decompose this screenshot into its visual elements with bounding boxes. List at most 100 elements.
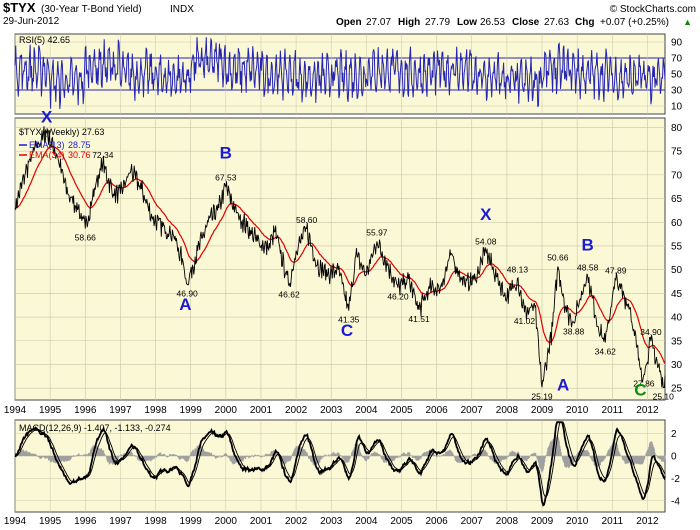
macd-histogram-bar xyxy=(487,455,490,457)
macd-histogram-bar xyxy=(312,455,314,465)
macd-histogram-bar xyxy=(18,452,20,457)
macd-histogram-bar xyxy=(73,455,75,457)
macd-histogram-bar xyxy=(391,455,393,462)
rsi-y-tick-label: 90 xyxy=(671,38,683,49)
macd-histogram-bar xyxy=(259,455,261,457)
macd-histogram-bar xyxy=(222,455,224,457)
macd-histogram-bar xyxy=(150,455,152,462)
macd-histogram-bar xyxy=(506,455,508,459)
macd-histogram-bar xyxy=(508,453,511,457)
macd-histogram-bar xyxy=(441,455,443,457)
macd-histogram-bar xyxy=(26,450,28,457)
macd-histogram-bar xyxy=(462,455,464,461)
macd-histogram-bar xyxy=(333,453,335,457)
macd-histogram-bar xyxy=(241,455,243,461)
macd-histogram-bar xyxy=(47,455,50,461)
macd-histogram-bar xyxy=(110,455,112,463)
macd-histogram-bar xyxy=(592,455,594,462)
macd-histogram-bar xyxy=(227,455,230,458)
x-tick-label: 2009 xyxy=(531,516,554,527)
macd-histogram-bar xyxy=(283,455,285,464)
macd-histogram-bar xyxy=(174,454,176,457)
wave-labels: X A B C X A B C xyxy=(41,108,647,400)
macd-histogram-bar xyxy=(47,455,49,459)
macd-histogram-bar xyxy=(573,455,575,462)
macd-histogram-bar xyxy=(418,455,420,461)
macd-histogram-bar xyxy=(371,453,373,457)
macd-histogram-bar xyxy=(419,455,421,458)
macd-histogram-bar xyxy=(499,455,501,461)
macd-histogram-bar xyxy=(120,454,122,457)
macd-histogram-bar xyxy=(635,455,638,464)
macd-histogram-bar xyxy=(136,455,138,457)
macd-histogram-bar xyxy=(359,452,362,457)
macd-histogram-bar xyxy=(454,455,456,461)
macd-histogram-bar xyxy=(537,455,540,463)
macd-histogram-bar xyxy=(597,455,599,467)
macd-histogram-bar xyxy=(191,450,194,457)
macd-histogram-bar xyxy=(416,455,418,461)
macd-histogram-bar xyxy=(251,455,253,457)
macd-histogram-bar xyxy=(375,453,377,457)
macd-histogram-bar xyxy=(187,455,190,461)
macd-histogram-bar xyxy=(415,455,417,460)
rsi-y-tick-label: 10 xyxy=(671,102,683,113)
macd-histogram-bar xyxy=(158,453,160,457)
macd-histogram-bar xyxy=(89,449,92,457)
macd-histogram-bar xyxy=(645,453,647,457)
macd-histogram-bar xyxy=(205,451,207,457)
macd-histogram-bar xyxy=(321,455,324,458)
macd-histogram-bar xyxy=(308,455,310,459)
macd-histogram-bar xyxy=(589,455,591,459)
macd-histogram-bar xyxy=(588,452,590,457)
macd-histogram-bar xyxy=(108,455,111,465)
macd-histogram-bar xyxy=(458,455,460,462)
price-y-tick-label: 70 xyxy=(671,170,683,181)
macd-histogram-bar xyxy=(173,454,176,457)
price-data-label: 48.58 xyxy=(577,262,599,272)
macd-histogram-bar xyxy=(549,443,551,457)
macd-histogram-bar xyxy=(443,454,445,457)
x-tick-label: 2007 xyxy=(461,516,484,527)
macd-histogram-bar xyxy=(177,455,179,458)
macd-histogram-bar xyxy=(189,453,192,457)
macd-histogram-bar xyxy=(53,455,55,463)
macd-histogram-bar xyxy=(652,445,654,457)
macd-histogram-bar xyxy=(619,453,621,457)
macd-histogram-bar xyxy=(557,438,560,457)
macd-histogram-bar xyxy=(194,448,196,457)
macd-histogram-bar xyxy=(513,451,515,457)
macd-histogram-bar xyxy=(394,455,396,459)
macd-histogram-bar xyxy=(130,452,132,457)
macd-histogram-bar xyxy=(161,454,163,457)
macd-histogram-bar xyxy=(56,455,58,463)
macd-histogram-bar xyxy=(248,455,250,459)
macd-histogram-bar xyxy=(601,455,604,462)
macd-histogram-bar xyxy=(553,437,556,457)
macd-histogram-bar xyxy=(242,455,245,460)
macd-histogram-bar xyxy=(284,455,286,465)
price-y-tick-label: 40 xyxy=(671,313,683,324)
macd-histogram-bar xyxy=(377,454,379,457)
price-data-label: 25.19 xyxy=(531,391,553,401)
macd-histogram-bar xyxy=(535,455,538,457)
macd-histogram-bar xyxy=(646,450,649,457)
macd-histogram-bar xyxy=(348,455,351,460)
macd-histogram-bar xyxy=(417,455,419,461)
macd-histogram-bar xyxy=(134,455,136,457)
macd-histogram-bar xyxy=(560,452,562,457)
macd-histogram-bar xyxy=(343,455,345,461)
macd-histogram-bar xyxy=(138,455,140,461)
macd-histogram-bar xyxy=(338,452,340,457)
macd-histogram-bar xyxy=(647,449,649,457)
macd-histogram-bar xyxy=(317,455,320,463)
macd-histogram-bar xyxy=(225,453,228,457)
macd-histogram-bar xyxy=(290,455,292,459)
rsi-legend: RSI(5) 42.65 xyxy=(19,35,70,45)
macd-histogram-bar xyxy=(319,455,322,460)
macd-histogram-bar xyxy=(545,455,547,457)
macd-histogram-bar xyxy=(341,455,343,458)
macd-histogram-bar xyxy=(144,455,146,462)
macd-y-tick-label: 2 xyxy=(671,429,677,440)
macd-histogram-bar xyxy=(603,455,605,461)
